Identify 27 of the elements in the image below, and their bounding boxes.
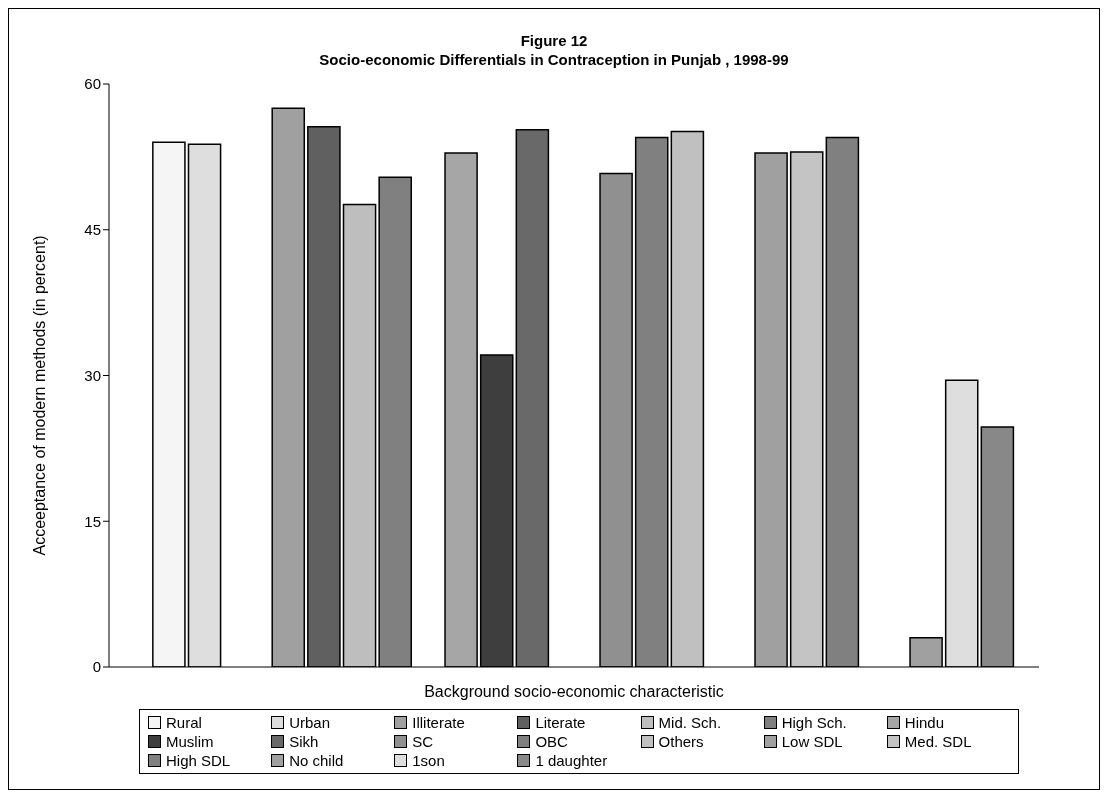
y-tick-label: 60 bbox=[84, 75, 101, 93]
legend-label: Literate bbox=[535, 714, 586, 731]
legend-label: Urban bbox=[289, 714, 330, 731]
y-tick-label: 0 bbox=[92, 658, 101, 676]
legend-label: No child bbox=[289, 752, 344, 769]
legend-label: Low SDL bbox=[781, 733, 843, 750]
x-axis-title: Background socio-economic characteristic bbox=[424, 683, 724, 700]
legend-label: Muslim bbox=[166, 733, 214, 750]
legend-label: Illiterate bbox=[412, 714, 465, 731]
y-tick-label: 45 bbox=[84, 221, 101, 239]
legend-label: Others bbox=[658, 733, 704, 750]
legend-label: Hindu bbox=[904, 714, 945, 731]
chart-title: Figure 12 bbox=[519, 31, 589, 50]
y-tick-label: 30 bbox=[84, 366, 101, 384]
legend-label: SC bbox=[412, 733, 434, 750]
legend-label: High SDL bbox=[166, 752, 231, 769]
legend-label: 1 daughter bbox=[535, 752, 608, 769]
y-axis-title: Acceeptance of modern methods (in percent) bbox=[30, 235, 48, 556]
legend-label: Med. SDL bbox=[904, 733, 972, 750]
legend-label: 1son bbox=[412, 752, 445, 769]
legend-label: Mid. Sch. bbox=[658, 714, 722, 731]
legend-label: Rural bbox=[166, 714, 202, 731]
legend-label: High Sch. bbox=[781, 714, 847, 731]
legend-label: OBC bbox=[535, 733, 568, 750]
chart-subtitle: Socio-economic Differentials in Contraception in Punjab , 1998-99 bbox=[318, 50, 790, 69]
legend-label: Sikh bbox=[289, 733, 319, 750]
y-tick-label: 15 bbox=[84, 512, 101, 530]
